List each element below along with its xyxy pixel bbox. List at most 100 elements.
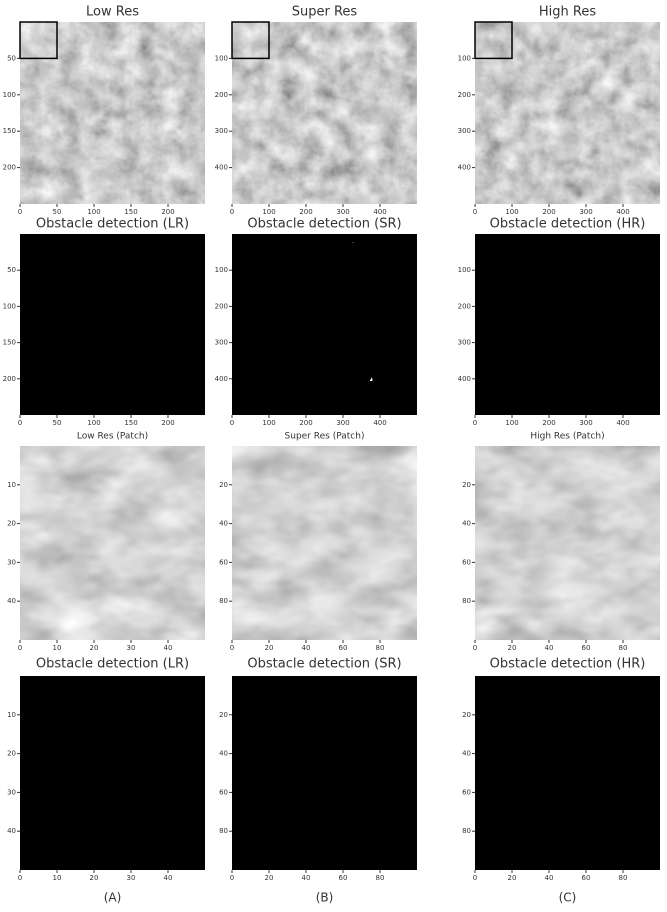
y-tick-label: 100	[458, 266, 471, 274]
x-tick-label: 100	[87, 419, 100, 427]
panel-title: Low Res (Patch)	[77, 432, 148, 442]
y-tick-label: 100	[3, 302, 16, 310]
y-tick-label: 60	[219, 788, 228, 796]
x-tick-label: 0	[230, 208, 234, 216]
panel-title: Obstacle detection (HR)	[490, 217, 646, 232]
panel-title: Obstacle detection (HR)	[490, 657, 646, 672]
panel-image	[20, 22, 205, 204]
y-tick-label: 60	[219, 558, 228, 566]
panel-title: Low Res	[86, 5, 139, 20]
x-tick-label: 200	[161, 208, 174, 216]
x-tick-label: 50	[53, 419, 62, 427]
x-tick-label: 40	[545, 644, 554, 652]
x-tick-label: 60	[582, 874, 591, 882]
x-tick-label: 100	[87, 208, 100, 216]
x-tick-label: 40	[302, 874, 311, 882]
y-tick-label: 10	[7, 711, 16, 719]
x-tick-label: 80	[376, 644, 385, 652]
y-tick-label: 200	[458, 302, 471, 310]
y-tick-label: 30	[7, 788, 16, 796]
x-tick-label: 30	[127, 874, 136, 882]
y-tick-label: 200	[3, 375, 16, 383]
panel-image	[475, 22, 660, 204]
x-tick-label: 40	[545, 874, 554, 882]
panel-image	[232, 446, 417, 640]
x-tick-label: 0	[18, 419, 22, 427]
x-tick-label: 100	[505, 419, 518, 427]
panel-image	[20, 446, 205, 640]
y-tick-label: 100	[3, 91, 16, 99]
y-tick-label: 300	[458, 127, 471, 135]
x-tick-label: 30	[127, 644, 136, 652]
y-tick-label: 60	[462, 788, 471, 796]
x-tick-label: 400	[616, 208, 629, 216]
x-tick-label: 10	[53, 874, 62, 882]
x-tick-label: 300	[579, 419, 592, 427]
panel-title: Super Res	[292, 5, 358, 20]
y-tick-label: 400	[458, 164, 471, 172]
y-tick-label: 40	[462, 520, 471, 528]
x-tick-label: 80	[376, 874, 385, 882]
x-tick-label: 80	[619, 644, 628, 652]
x-tick-label: 80	[619, 874, 628, 882]
x-tick-label: 60	[339, 874, 348, 882]
panel-title: Obstacle detection (LR)	[36, 217, 189, 232]
panel-image	[475, 446, 660, 640]
y-tick-label: 400	[215, 164, 228, 172]
y-tick-label: 400	[215, 375, 228, 383]
y-tick-label: 20	[219, 481, 228, 489]
x-tick-label: 100	[262, 419, 275, 427]
y-tick-label: 100	[215, 54, 228, 62]
x-tick-label: 0	[18, 644, 22, 652]
x-tick-label: 200	[299, 208, 312, 216]
panel-title: High Res (Patch)	[530, 432, 604, 442]
x-tick-label: 200	[161, 419, 174, 427]
y-tick-label: 300	[458, 339, 471, 347]
x-tick-label: 60	[582, 644, 591, 652]
y-tick-label: 40	[219, 520, 228, 528]
panel-title: High Res	[539, 5, 596, 20]
x-tick-label: 0	[230, 644, 234, 652]
x-tick-label: 20	[265, 874, 274, 882]
x-tick-label: 400	[373, 419, 386, 427]
y-tick-label: 100	[458, 54, 471, 62]
x-tick-label: 0	[18, 208, 22, 216]
y-tick-label: 300	[215, 339, 228, 347]
y-tick-label: 40	[219, 750, 228, 758]
y-tick-label: 10	[7, 481, 16, 489]
y-tick-label: 80	[462, 827, 471, 835]
x-tick-label: 0	[473, 644, 477, 652]
y-tick-label: 200	[3, 164, 16, 172]
y-tick-label: 20	[462, 711, 471, 719]
x-tick-label: 0	[473, 208, 477, 216]
y-tick-label: 40	[462, 750, 471, 758]
x-tick-label: 400	[373, 208, 386, 216]
x-tick-label: 40	[302, 644, 311, 652]
y-tick-label: 200	[215, 91, 228, 99]
x-tick-label: 0	[473, 419, 477, 427]
x-tick-label: 20	[508, 874, 517, 882]
panel-image	[232, 22, 417, 204]
y-tick-label: 50	[7, 54, 16, 62]
panel-title: Obstacle detection (SR)	[247, 217, 401, 232]
column-label: (A)	[104, 891, 122, 905]
y-tick-label: 40	[7, 597, 16, 605]
x-tick-label: 400	[616, 419, 629, 427]
figure: Low Res05010015020050100150200Super Res0…	[0, 0, 667, 912]
x-tick-label: 20	[90, 874, 99, 882]
x-tick-label: 100	[262, 208, 275, 216]
panel-title: Super Res (Patch)	[285, 432, 365, 442]
y-tick-label: 20	[219, 711, 228, 719]
y-tick-label: 80	[462, 597, 471, 605]
x-tick-label: 300	[579, 208, 592, 216]
y-tick-label: 300	[215, 127, 228, 135]
x-tick-label: 0	[18, 874, 22, 882]
column-label: (B)	[316, 891, 334, 905]
panel-title: Obstacle detection (LR)	[36, 657, 189, 672]
x-tick-label: 0	[230, 874, 234, 882]
y-tick-label: 50	[7, 266, 16, 274]
panel-title: Obstacle detection (SR)	[247, 657, 401, 672]
y-tick-label: 40	[7, 827, 16, 835]
x-tick-label: 20	[508, 644, 517, 652]
y-tick-label: 20	[7, 520, 16, 528]
